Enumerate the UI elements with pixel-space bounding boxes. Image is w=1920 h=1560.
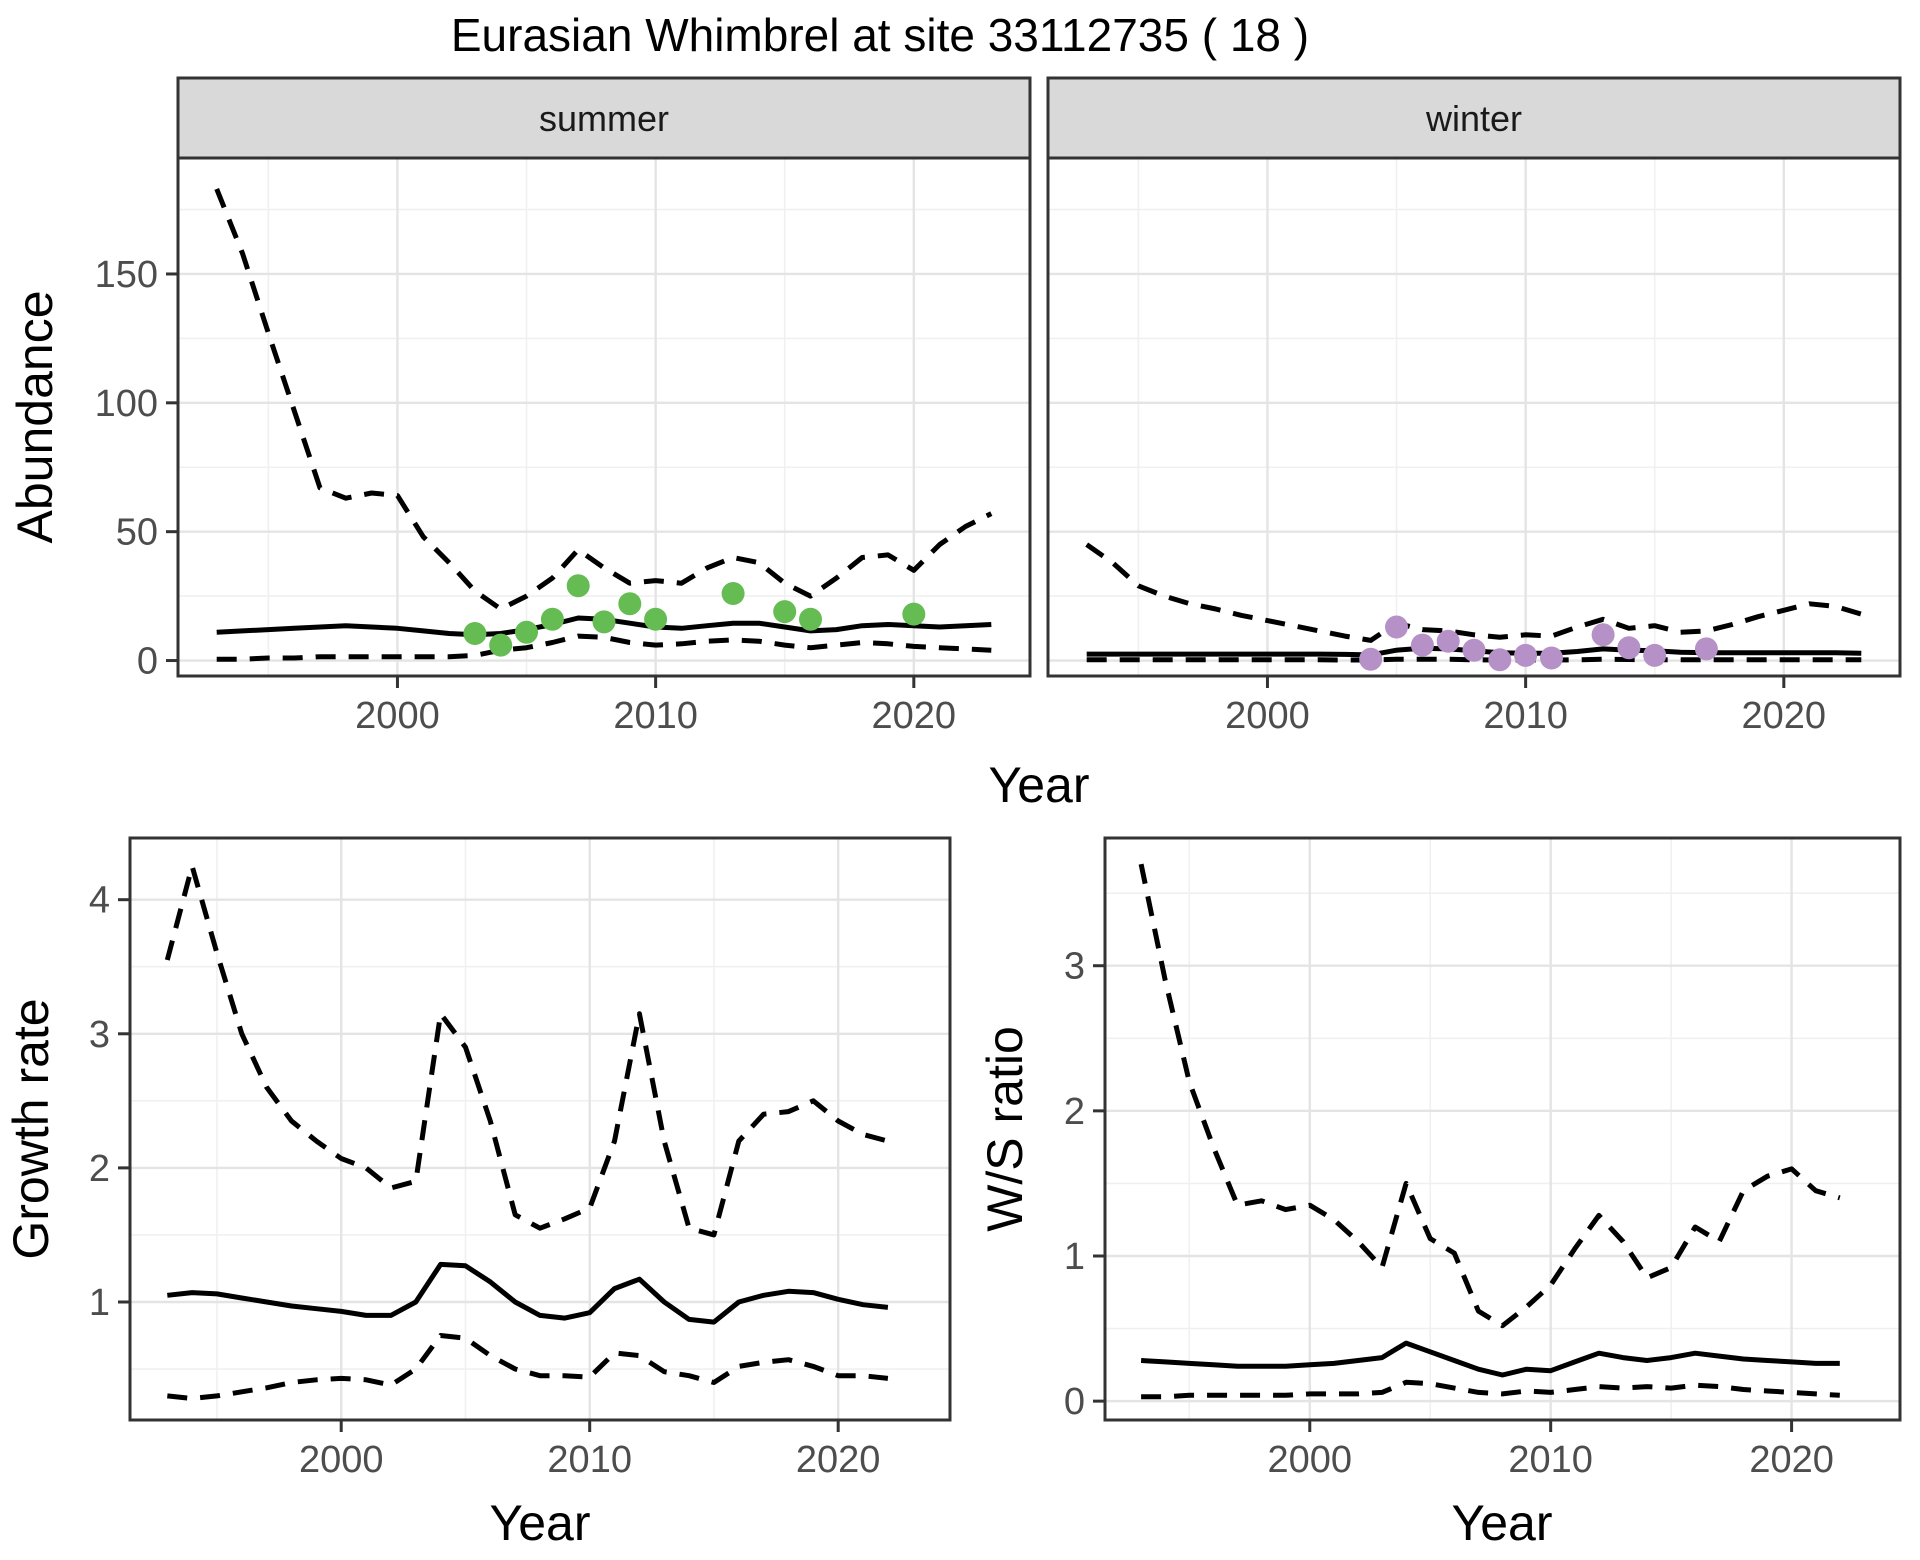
x-axis-tick-label: 2020 — [872, 695, 957, 737]
y-axis-tick-label: 0 — [1064, 1381, 1085, 1423]
panel-growth-rate: 2000 2010 2020 1 2 3 4 Year — [89, 836, 952, 1551]
y-axis-tick-label: 100 — [95, 383, 158, 425]
x-axis-tick-label: 2000 — [299, 1439, 384, 1481]
observed-counts-summer-point — [618, 592, 642, 616]
x-axis-title-top: Year — [988, 757, 1089, 813]
observed-counts-summer-point — [773, 600, 797, 624]
x-axis-tick-label: 2020 — [1742, 695, 1827, 737]
x-axis-tick-label: 2010 — [613, 695, 698, 737]
panel-background — [1048, 158, 1900, 676]
y-axis-title-ws: W/S ratio — [977, 1026, 1033, 1232]
observed-counts-summer-point — [902, 602, 926, 626]
ws-ratio-median-line — [1140, 1340, 1840, 1378]
panel-ws-ratio: 2000 2010 2020 0 1 2 3 Year — [1064, 836, 1902, 1551]
observed-counts-winter-point — [1540, 646, 1563, 670]
y-axis-tick-label: 1 — [1064, 1236, 1085, 1278]
y-axis-tick-label: 50 — [116, 512, 158, 554]
x-axis-title: Year — [1451, 1495, 1552, 1551]
observed-counts-summer-point — [721, 582, 745, 605]
x-axis-tick-label: 2000 — [355, 695, 440, 737]
panel-abundance-winter: winter 2000 2010 2020 — [1046, 76, 1902, 737]
observed-counts-winter-point — [1643, 643, 1667, 667]
observed-counts-winter-point — [1617, 636, 1641, 660]
observed-counts-summer-point — [592, 610, 616, 634]
x-axis-tick-label: 2010 — [547, 1439, 632, 1481]
abundance-winter-upper-95ci-line — [1085, 542, 1863, 643]
observed-counts-winter-point — [1488, 648, 1512, 672]
observed-counts-summer-point — [566, 574, 590, 598]
y-axis-tick-label: 1 — [89, 1282, 110, 1324]
facet-strip-label: winter — [1425, 98, 1522, 139]
observed-counts-winter-point — [1694, 637, 1718, 661]
y-axis-title-growth: Growth rate — [3, 998, 59, 1259]
facet-strip — [176, 76, 1032, 160]
observed-counts-winter-point — [1462, 638, 1486, 662]
observed-counts-winter-point — [1514, 643, 1538, 667]
abundance-winter-lower-95ci-line — [1086, 656, 1862, 663]
observed-counts-winter-point — [1410, 633, 1434, 657]
observed-counts-summer-point — [799, 607, 822, 631]
observed-counts-summer-point — [540, 607, 564, 631]
panel-border — [128, 836, 952, 1422]
panel-background — [130, 838, 950, 1420]
growth-rate-upper-95ci-line — [164, 863, 889, 1238]
x-axis-title: Year — [489, 1495, 590, 1551]
observed-counts-summer-point — [644, 607, 668, 631]
panel-background — [1105, 838, 1900, 1420]
facet-strip-label: summer — [539, 98, 669, 139]
observed-counts-winter-point — [1385, 615, 1408, 639]
y-axis-tick-label: 4 — [89, 880, 110, 922]
y-axis-tick-label: 2 — [1064, 1091, 1085, 1133]
y-axis-tick-label: 3 — [1064, 946, 1085, 988]
y-axis-tick-label: 150 — [95, 254, 158, 296]
ws-ratio-lower-95ci-line — [1141, 1379, 1840, 1400]
observed-counts-winter-point — [1591, 623, 1615, 647]
panel-border — [1103, 836, 1902, 1422]
observed-counts-winter-point — [1359, 647, 1383, 671]
facet-strip — [1046, 76, 1902, 160]
y-axis-title-abundance: Abundance — [7, 290, 63, 543]
observed-counts-summer-point — [515, 620, 538, 644]
chart-title: Eurasian Whimbrel at site 33112735 ( 18 … — [450, 9, 1310, 61]
x-axis-tick-label: 2010 — [1508, 1439, 1593, 1481]
panel-abundance-summer: summer 2000 2010 2020 0 50 100 150 — [95, 76, 1032, 737]
observed-counts-summer-point — [463, 622, 487, 645]
y-axis-tick-label: 0 — [137, 641, 158, 683]
observed-counts-winter-point — [1436, 629, 1460, 653]
x-axis-tick-label: 2000 — [1267, 1439, 1352, 1481]
abundance-summer-upper-95ci-line — [214, 187, 993, 612]
x-axis-tick-label: 2010 — [1483, 695, 1568, 737]
panel-background — [178, 158, 1030, 676]
x-axis-tick-label: 2020 — [796, 1439, 881, 1481]
growth-rate-median-line — [167, 1261, 889, 1325]
y-axis-tick-label: 2 — [89, 1148, 110, 1190]
y-axis-tick-label: 3 — [89, 1014, 110, 1056]
observed-counts-summer-point — [489, 633, 513, 657]
x-axis-tick-label: 2000 — [1225, 695, 1310, 737]
ws-ratio-upper-95ci-line — [1138, 863, 1841, 1329]
x-axis-tick-label: 2020 — [1749, 1439, 1834, 1481]
